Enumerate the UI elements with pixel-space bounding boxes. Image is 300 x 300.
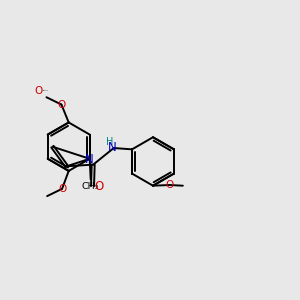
Text: O: O [166,180,174,190]
Text: O: O [58,184,66,194]
Text: O: O [34,86,42,96]
Text: H: H [106,137,113,147]
Text: O: O [57,100,65,110]
Text: CH₃: CH₃ [82,182,99,191]
Text: methoxy: methoxy [43,89,49,91]
Text: O: O [94,180,104,193]
Text: N: N [85,153,94,166]
Text: N: N [108,141,116,154]
